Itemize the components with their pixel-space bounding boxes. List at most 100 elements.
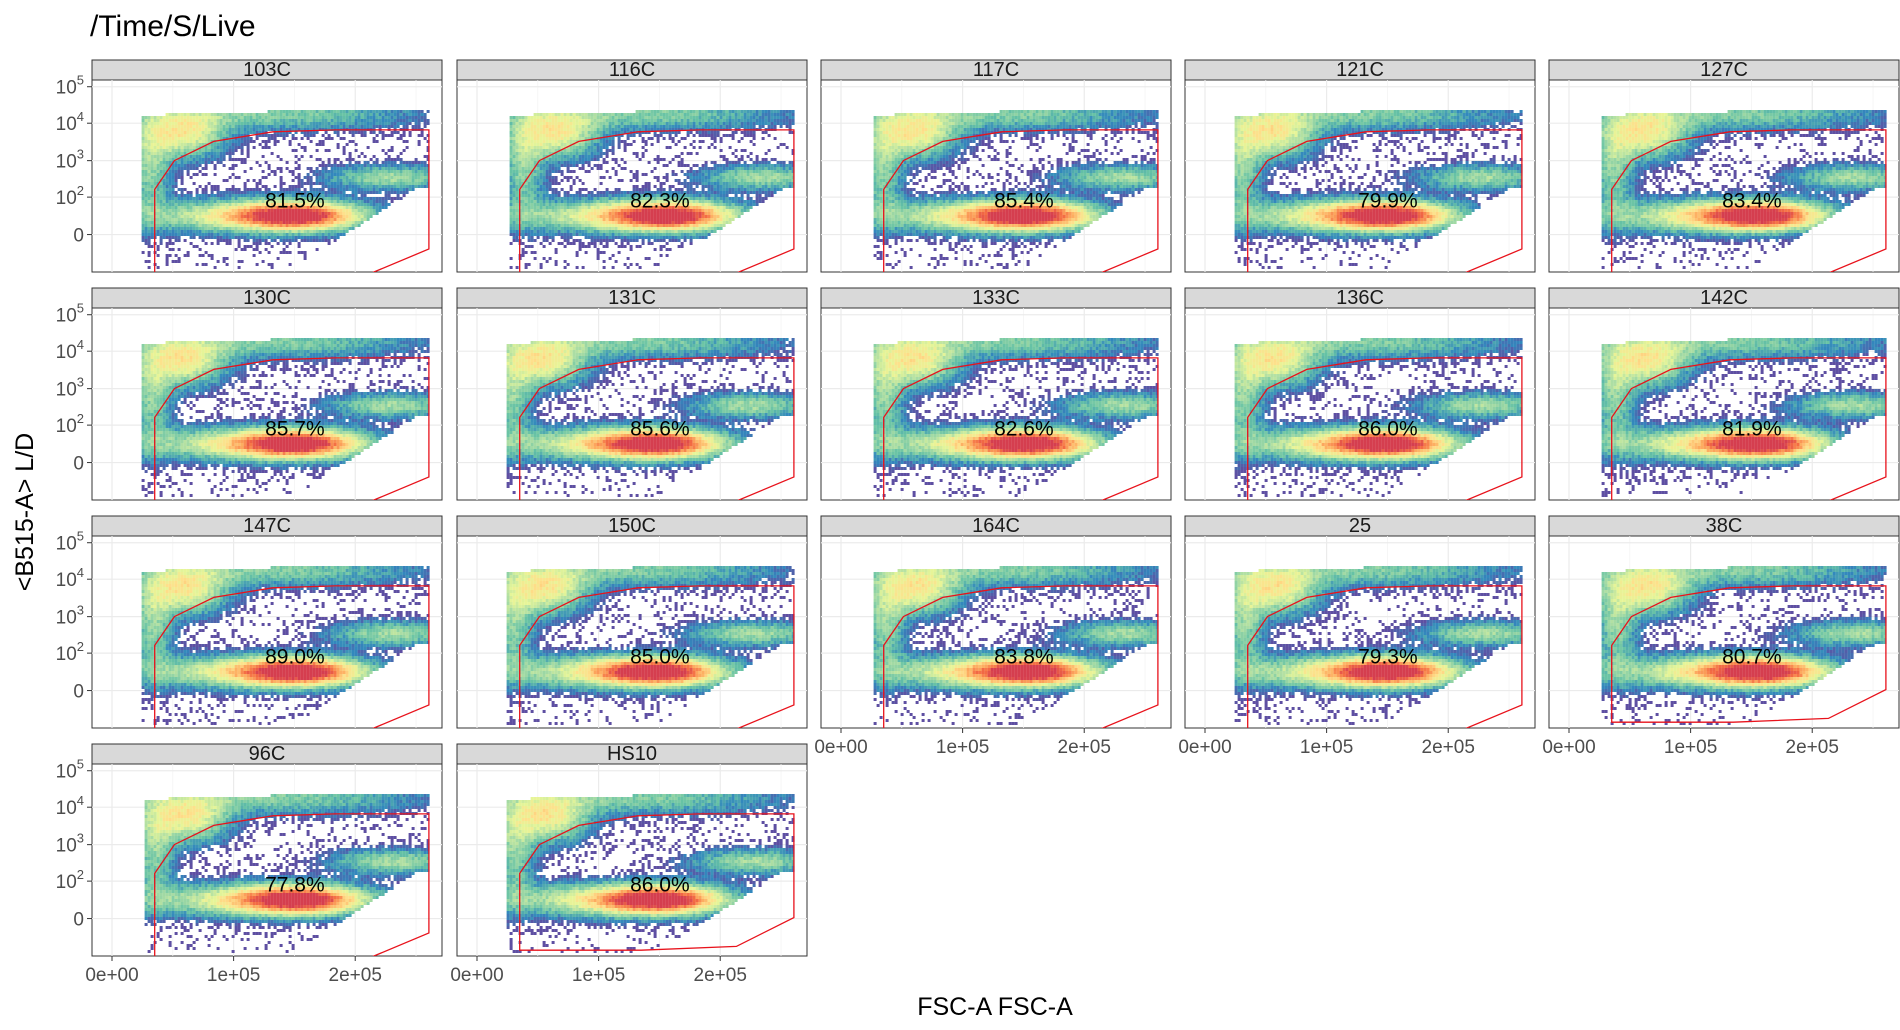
density-cell bbox=[375, 161, 379, 164]
y-tick-label: 0 bbox=[73, 226, 84, 247]
density-cell bbox=[177, 140, 181, 143]
density-cell bbox=[734, 119, 738, 122]
density-cell bbox=[315, 149, 319, 152]
density-cell bbox=[683, 164, 687, 167]
density-cell bbox=[779, 110, 783, 113]
density-cell bbox=[339, 188, 343, 191]
density-cell bbox=[171, 203, 175, 206]
density-cell bbox=[731, 167, 735, 170]
density-cell bbox=[234, 128, 238, 131]
density-cell bbox=[399, 122, 403, 125]
y-tick-base: 0 bbox=[73, 226, 84, 247]
density-cell bbox=[342, 119, 346, 122]
density-cell bbox=[414, 164, 418, 167]
density-cell bbox=[548, 161, 552, 164]
density-cell bbox=[656, 140, 660, 143]
density-cell bbox=[150, 116, 154, 119]
density-cell bbox=[171, 221, 175, 224]
density-cell bbox=[665, 173, 669, 176]
density-cell bbox=[201, 161, 205, 164]
density-cell bbox=[411, 179, 415, 182]
density-cell bbox=[518, 182, 522, 185]
density-cell bbox=[327, 200, 331, 203]
density-cell bbox=[255, 248, 259, 251]
density-cell bbox=[674, 116, 678, 119]
density-cell bbox=[749, 185, 753, 188]
density-cell bbox=[348, 188, 352, 191]
density-cell bbox=[584, 128, 588, 131]
density-cell bbox=[737, 188, 741, 191]
density-cell bbox=[414, 182, 418, 185]
density-cell bbox=[572, 116, 576, 119]
density-cell bbox=[162, 128, 166, 131]
density-cell bbox=[339, 119, 343, 122]
density-cell bbox=[701, 119, 705, 122]
density-cell bbox=[231, 203, 235, 206]
density-cell bbox=[177, 128, 181, 131]
density-cell bbox=[387, 188, 391, 191]
density-cell bbox=[399, 116, 403, 119]
density-cell bbox=[180, 137, 184, 140]
density-cell bbox=[222, 236, 226, 239]
density-cell bbox=[740, 122, 744, 125]
density-cell bbox=[408, 164, 412, 167]
density-cell bbox=[599, 119, 603, 122]
density-cell bbox=[261, 113, 265, 116]
density-cell bbox=[231, 164, 235, 167]
density-cell bbox=[363, 203, 367, 206]
density-cell bbox=[677, 119, 681, 122]
density-cell bbox=[360, 209, 364, 212]
density-cell bbox=[402, 191, 406, 194]
density-cell bbox=[530, 188, 534, 191]
density-cell bbox=[710, 182, 714, 185]
density-cell bbox=[282, 233, 286, 236]
density-cell bbox=[222, 149, 226, 152]
density-cell bbox=[240, 233, 244, 236]
density-cell bbox=[342, 137, 346, 140]
density-cell bbox=[602, 158, 606, 161]
density-cell bbox=[147, 260, 151, 263]
density-cell bbox=[171, 194, 175, 197]
density-cell bbox=[345, 167, 349, 170]
density-cell bbox=[533, 137, 537, 140]
density-cell bbox=[141, 200, 145, 203]
density-cell bbox=[372, 185, 376, 188]
density-cell bbox=[354, 203, 358, 206]
density-cell bbox=[521, 179, 525, 182]
density-cell bbox=[767, 167, 771, 170]
density-cell bbox=[309, 125, 313, 128]
density-cell bbox=[704, 134, 708, 137]
density-cell bbox=[168, 218, 172, 221]
density-cell bbox=[336, 113, 340, 116]
density-cell bbox=[246, 191, 250, 194]
density-cell bbox=[363, 134, 367, 137]
density-cell bbox=[509, 146, 513, 149]
density-cell bbox=[339, 206, 343, 209]
density-cell bbox=[518, 146, 522, 149]
density-cell bbox=[243, 113, 247, 116]
density-cell bbox=[156, 227, 160, 230]
density-cell bbox=[213, 266, 217, 269]
density-cell bbox=[159, 128, 163, 131]
density-cell bbox=[587, 125, 591, 128]
density-cell bbox=[144, 119, 148, 122]
density-cell bbox=[725, 179, 729, 182]
density-cell bbox=[716, 131, 720, 134]
density-cell bbox=[375, 164, 379, 167]
density-cell bbox=[198, 125, 202, 128]
density-cell bbox=[614, 161, 618, 164]
density-cell bbox=[554, 191, 558, 194]
density-cell bbox=[249, 197, 253, 200]
density-cell bbox=[213, 173, 217, 176]
density-cell bbox=[333, 203, 337, 206]
density-cell bbox=[764, 188, 768, 191]
density-cell bbox=[228, 125, 232, 128]
density-cell bbox=[617, 137, 621, 140]
density-cell bbox=[785, 167, 789, 170]
density-cell bbox=[342, 170, 346, 173]
density-cell bbox=[560, 137, 564, 140]
density-cell bbox=[252, 131, 256, 134]
density-cell bbox=[710, 173, 714, 176]
density-cell bbox=[761, 113, 765, 116]
density-cell bbox=[177, 161, 181, 164]
